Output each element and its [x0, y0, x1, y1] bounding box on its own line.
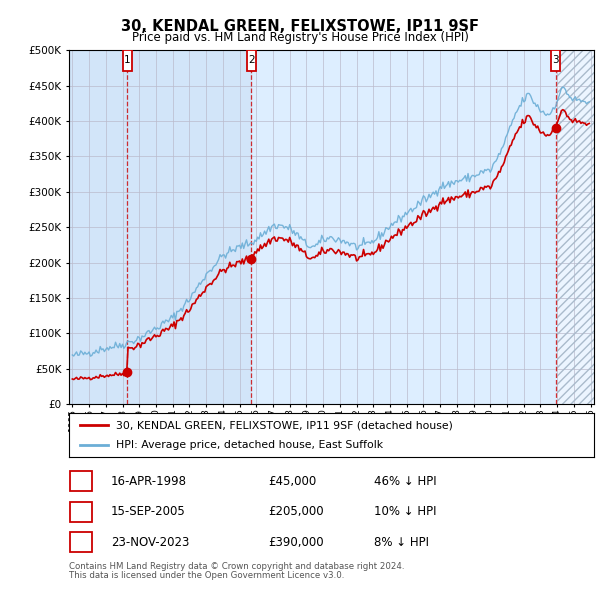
- Text: 10% ↓ HPI: 10% ↓ HPI: [373, 505, 436, 519]
- Text: 46% ↓ HPI: 46% ↓ HPI: [373, 475, 436, 488]
- Text: 30, KENDAL GREEN, FELIXSTOWE, IP11 9SF: 30, KENDAL GREEN, FELIXSTOWE, IP11 9SF: [121, 19, 479, 34]
- Text: £45,000: £45,000: [269, 475, 317, 488]
- Text: Price paid vs. HM Land Registry's House Price Index (HPI): Price paid vs. HM Land Registry's House …: [131, 31, 469, 44]
- FancyBboxPatch shape: [247, 50, 256, 71]
- Text: 3: 3: [552, 55, 559, 65]
- Text: Contains HM Land Registry data © Crown copyright and database right 2024.: Contains HM Land Registry data © Crown c…: [69, 562, 404, 571]
- Text: 2: 2: [248, 55, 255, 65]
- Bar: [557, 50, 599, 404]
- Bar: [127, 50, 251, 404]
- Text: 30, KENDAL GREEN, FELIXSTOWE, IP11 9SF (detached house): 30, KENDAL GREEN, FELIXSTOWE, IP11 9SF (…: [116, 421, 453, 430]
- FancyBboxPatch shape: [70, 471, 92, 491]
- Text: £390,000: £390,000: [269, 536, 324, 549]
- Text: HPI: Average price, detached house, East Suffolk: HPI: Average price, detached house, East…: [116, 440, 383, 450]
- Text: 1: 1: [124, 55, 131, 65]
- Text: 15-SEP-2005: 15-SEP-2005: [111, 505, 186, 519]
- Text: 1: 1: [77, 475, 84, 488]
- FancyBboxPatch shape: [70, 532, 92, 552]
- Text: 23-NOV-2023: 23-NOV-2023: [111, 536, 190, 549]
- Text: 2: 2: [77, 505, 84, 519]
- Text: 16-APR-1998: 16-APR-1998: [111, 475, 187, 488]
- Bar: [69, 50, 127, 404]
- Text: 8% ↓ HPI: 8% ↓ HPI: [373, 536, 428, 549]
- Text: 3: 3: [77, 536, 84, 549]
- Bar: [557, 50, 599, 404]
- Text: This data is licensed under the Open Government Licence v3.0.: This data is licensed under the Open Gov…: [69, 571, 344, 579]
- FancyBboxPatch shape: [551, 50, 560, 71]
- FancyBboxPatch shape: [70, 502, 92, 522]
- FancyBboxPatch shape: [123, 50, 132, 71]
- Text: £205,000: £205,000: [269, 505, 324, 519]
